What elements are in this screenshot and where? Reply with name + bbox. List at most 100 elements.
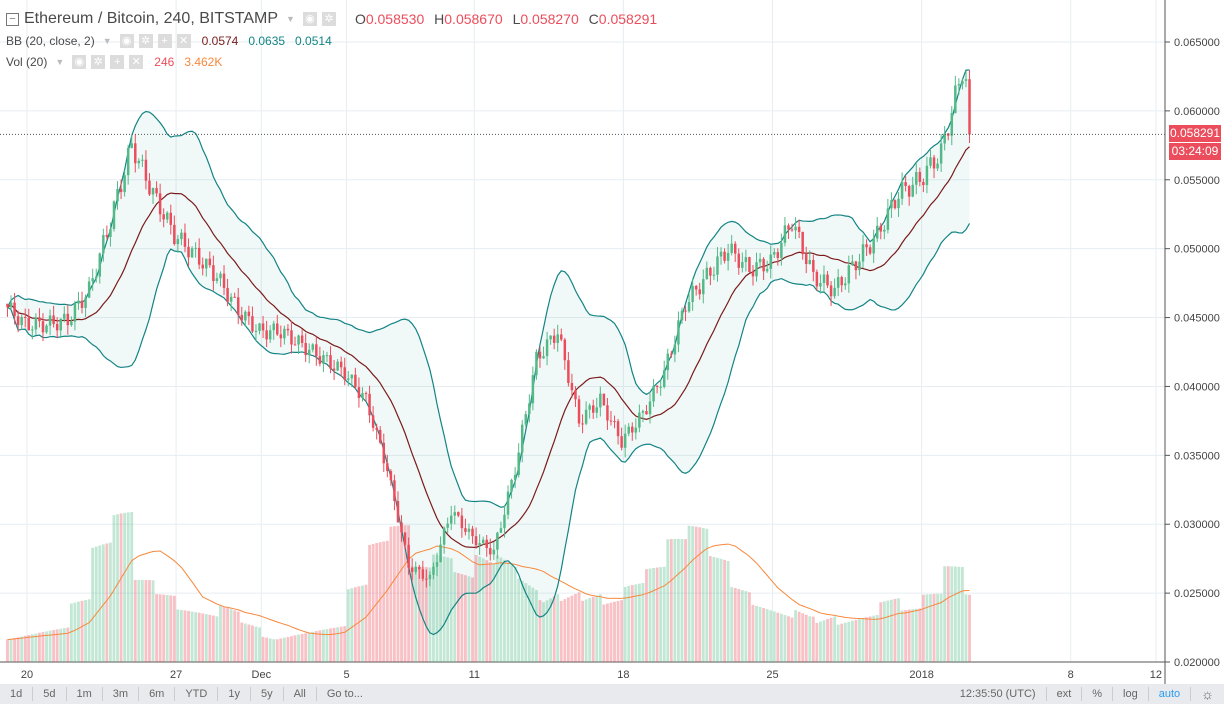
y-tick-label: 0.050000: [1174, 244, 1220, 256]
candle-body: [560, 334, 563, 340]
range-1y[interactable]: 1y: [218, 687, 251, 701]
candle-body: [851, 261, 854, 266]
symbol-title[interactable]: Ethereum / Bitcoin, 240, BITSTAMP: [24, 10, 279, 27]
bb-label[interactable]: BB (20, close, 2): [6, 34, 95, 48]
range-1m[interactable]: 1m: [67, 687, 103, 701]
bb-mid-line: [7, 146, 970, 548]
candle-body: [322, 355, 325, 364]
volume-bar: [197, 612, 201, 662]
candle-body: [201, 264, 204, 269]
range-1d[interactable]: 1d: [0, 687, 34, 701]
volume-bar: [414, 566, 418, 662]
volume-bar: [467, 576, 471, 662]
volume-legend: Vol (20) ▼ ◉ ✲ + ✕ 246 3.462K: [6, 55, 222, 69]
close-icon[interactable]: ✕: [176, 34, 191, 48]
range-5y[interactable]: 5y: [251, 687, 284, 701]
candle-body: [73, 303, 77, 322]
eye-icon[interactable]: ◉: [72, 55, 87, 69]
volume-bar: [290, 636, 293, 662]
candle-body: [890, 200, 893, 209]
range-6m[interactable]: 6m: [139, 687, 176, 701]
volume-bar: [566, 597, 570, 662]
y-tick-label: 0.045000: [1174, 313, 1220, 325]
gear-icon[interactable]: ✲: [138, 34, 153, 48]
toggle-ext[interactable]: ext: [1047, 687, 1083, 701]
chevron-down-icon[interactable]: ▼: [286, 14, 295, 24]
gear-icon[interactable]: ✲: [91, 55, 106, 69]
volume-bar: [87, 599, 91, 662]
volume-bar: [914, 608, 918, 662]
candle-body: [300, 335, 304, 343]
price-chart[interactable]: 0.065000 0.060000 0.055000 0.050000 0.045000…: [0, 0, 1224, 684]
volume-bar: [357, 586, 361, 662]
y-tick-label: 0.025000: [1174, 588, 1220, 600]
candle-body: [492, 549, 496, 555]
goto-button[interactable]: Go to...: [326, 688, 363, 700]
volume-bar: [435, 555, 439, 662]
x-tick-label: 11: [469, 669, 480, 681]
volume-bar: [503, 559, 506, 662]
gear-icon[interactable]: ☼: [1201, 686, 1214, 702]
volume-bar: [598, 594, 602, 662]
volume-bar: [705, 528, 709, 662]
eye-icon[interactable]: ◉: [302, 12, 317, 26]
volume-bar: [733, 588, 737, 662]
volume-bar: [847, 621, 851, 662]
candle-body: [354, 374, 357, 388]
candle-body: [542, 356, 545, 359]
volume-bar: [400, 525, 403, 662]
volume-bar: [723, 559, 726, 662]
candle-body: [378, 429, 382, 443]
volume-bar: [314, 631, 318, 662]
eye-icon[interactable]: ◉: [119, 34, 134, 48]
candle-body: [91, 278, 94, 282]
volume-bar: [396, 525, 400, 662]
range-ytd[interactable]: YTD: [175, 687, 219, 701]
candle-body: [631, 426, 634, 433]
toggle-percent[interactable]: %: [1082, 687, 1114, 701]
collapse-icon[interactable]: −: [6, 12, 19, 26]
volume-bar: [620, 600, 624, 662]
volume-bar: [403, 525, 407, 662]
candle-body: [936, 163, 939, 169]
range-3m[interactable]: 3m: [103, 687, 140, 701]
gear-icon[interactable]: ✲: [321, 12, 336, 26]
candle-body: [474, 536, 478, 546]
chevron-down-icon[interactable]: ▼: [55, 57, 65, 67]
candle-body: [570, 382, 574, 391]
candle-body: [833, 287, 836, 297]
range-all[interactable]: All: [284, 687, 317, 701]
close-icon[interactable]: ✕: [129, 55, 144, 69]
volume-bar: [94, 546, 98, 662]
plus-icon[interactable]: +: [110, 55, 125, 69]
volume-bar: [833, 616, 837, 662]
candle-body: [421, 569, 425, 579]
toggle-auto[interactable]: auto: [1149, 687, 1192, 701]
candle-body: [432, 566, 435, 575]
candle-body: [45, 325, 48, 333]
volume-bar: [62, 628, 66, 662]
volume-bar: [389, 526, 393, 662]
volume-bar: [535, 590, 538, 662]
volume-bar: [499, 557, 503, 662]
candle-body: [719, 251, 723, 257]
candle-body: [652, 385, 655, 402]
candle-body: [190, 248, 194, 258]
toggle-log[interactable]: log: [1113, 687, 1149, 701]
plus-icon[interactable]: +: [157, 34, 172, 48]
chevron-down-icon[interactable]: ▼: [102, 36, 112, 46]
candle-body: [662, 370, 666, 387]
candle-body: [812, 259, 815, 272]
volume-bar: [712, 556, 716, 662]
volume-bar: [698, 527, 702, 662]
candle-body: [268, 330, 272, 340]
range-5d[interactable]: 5d: [33, 687, 67, 701]
vol-label[interactable]: Vol (20): [6, 55, 48, 69]
volume-bar: [669, 539, 673, 662]
volume-bar: [968, 594, 971, 662]
clock[interactable]: 12:35:50 (UTC): [950, 687, 1047, 701]
candle-body: [66, 313, 70, 326]
candle-body: [520, 424, 524, 453]
candle-body: [80, 300, 84, 308]
volume-bar: [446, 557, 450, 662]
